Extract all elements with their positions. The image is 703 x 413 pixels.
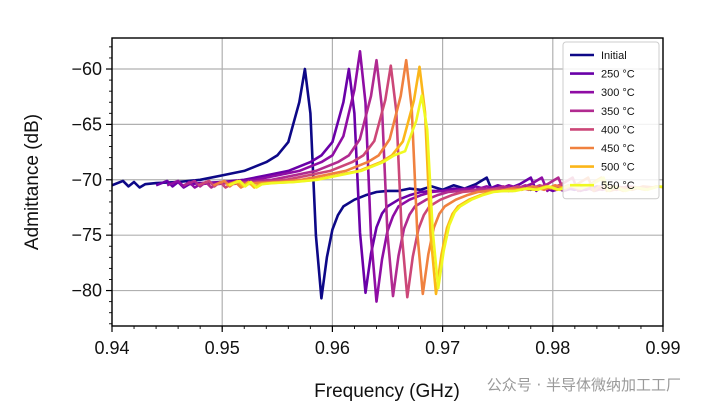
legend-label: 400 °C — [601, 124, 635, 136]
y-tick-label: −70 — [71, 170, 102, 190]
legend-label: 300 °C — [601, 87, 635, 99]
legend-label: 250 °C — [601, 69, 635, 81]
x-tick-label: 0.96 — [315, 338, 350, 358]
legend-label: Initial — [601, 50, 627, 62]
x-tick-label: 0.95 — [205, 338, 240, 358]
x-tick-label: 0.94 — [94, 338, 129, 358]
y-axis-label: Admittance (dB) — [22, 114, 43, 250]
y-tick-label: −60 — [71, 59, 102, 79]
y-tick-label: −80 — [71, 281, 102, 301]
series-lines — [112, 49, 663, 303]
watermark: 公众号 · 半导体微纳加工工厂 — [486, 376, 681, 394]
legend-box — [562, 41, 660, 200]
legend-label: 450 °C — [601, 143, 635, 155]
x-tick-label: 0.98 — [535, 338, 570, 358]
x-axis-label: Frequency (GHz) — [314, 381, 460, 402]
plot-frame — [111, 37, 664, 327]
x-tick-label: 0.97 — [425, 338, 460, 358]
y-tick-label: −65 — [71, 114, 102, 134]
legend-label: 500 °C — [601, 162, 635, 174]
legend-label: 350 °C — [601, 106, 635, 118]
axis-ticks: 0.94 0.95 0.96 0.97 0.98 0.99 −80 −75 −70 −65 −60 — [71, 46, 681, 358]
x-tick-label: 0.99 — [645, 338, 680, 358]
y-tick-label: −75 — [71, 225, 102, 245]
legend-label: 550 °C — [601, 180, 635, 192]
legend: Initial 250 °C 300 °C 350 °C 400 °C 450 °C 500… — [562, 41, 660, 200]
